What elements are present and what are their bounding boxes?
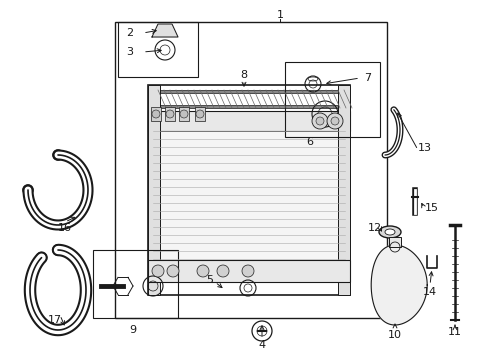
Circle shape [315, 117, 324, 125]
Bar [164, 107, 175, 121]
Bar [93, 250, 178, 318]
Polygon shape [152, 24, 178, 37]
Circle shape [311, 113, 327, 129]
Text: 16: 16 [58, 223, 72, 233]
Text: 10: 10 [387, 330, 401, 340]
Bar [148, 85, 160, 295]
Bar [337, 85, 349, 295]
Ellipse shape [378, 226, 400, 238]
Bar [148, 85, 349, 295]
Bar [115, 22, 386, 318]
Ellipse shape [384, 229, 394, 235]
Circle shape [326, 113, 342, 129]
Text: 6: 6 [306, 137, 313, 147]
Text: 15: 15 [424, 203, 438, 213]
Circle shape [180, 110, 187, 118]
Bar [285, 62, 379, 137]
Text: 17: 17 [48, 315, 62, 325]
Text: 8: 8 [240, 70, 247, 80]
Bar [151, 107, 161, 121]
Polygon shape [370, 245, 427, 325]
Text: 12: 12 [367, 223, 381, 233]
Circle shape [165, 110, 174, 118]
Bar [195, 107, 204, 121]
Circle shape [167, 265, 179, 277]
Text: 13: 13 [417, 143, 431, 153]
Text: 9: 9 [129, 325, 136, 335]
Text: 11: 11 [447, 327, 461, 337]
Bar [118, 22, 198, 77]
Text: 14: 14 [422, 287, 436, 297]
Text: 4: 4 [258, 340, 265, 350]
Circle shape [242, 265, 253, 277]
Bar [179, 107, 189, 121]
Bar [158, 105, 345, 108]
Circle shape [197, 265, 208, 277]
Text: 2: 2 [126, 28, 133, 38]
Bar [153, 131, 345, 260]
Bar [388, 237, 400, 247]
Bar [148, 260, 349, 282]
Circle shape [152, 265, 163, 277]
Text: 7: 7 [364, 73, 371, 83]
Bar [148, 111, 349, 131]
Circle shape [330, 117, 338, 125]
Text: 1: 1 [276, 10, 283, 20]
Circle shape [196, 110, 203, 118]
Bar [158, 90, 345, 93]
Circle shape [217, 265, 228, 277]
Text: 3: 3 [126, 47, 133, 57]
Text: 5: 5 [206, 275, 213, 285]
Circle shape [152, 110, 160, 118]
